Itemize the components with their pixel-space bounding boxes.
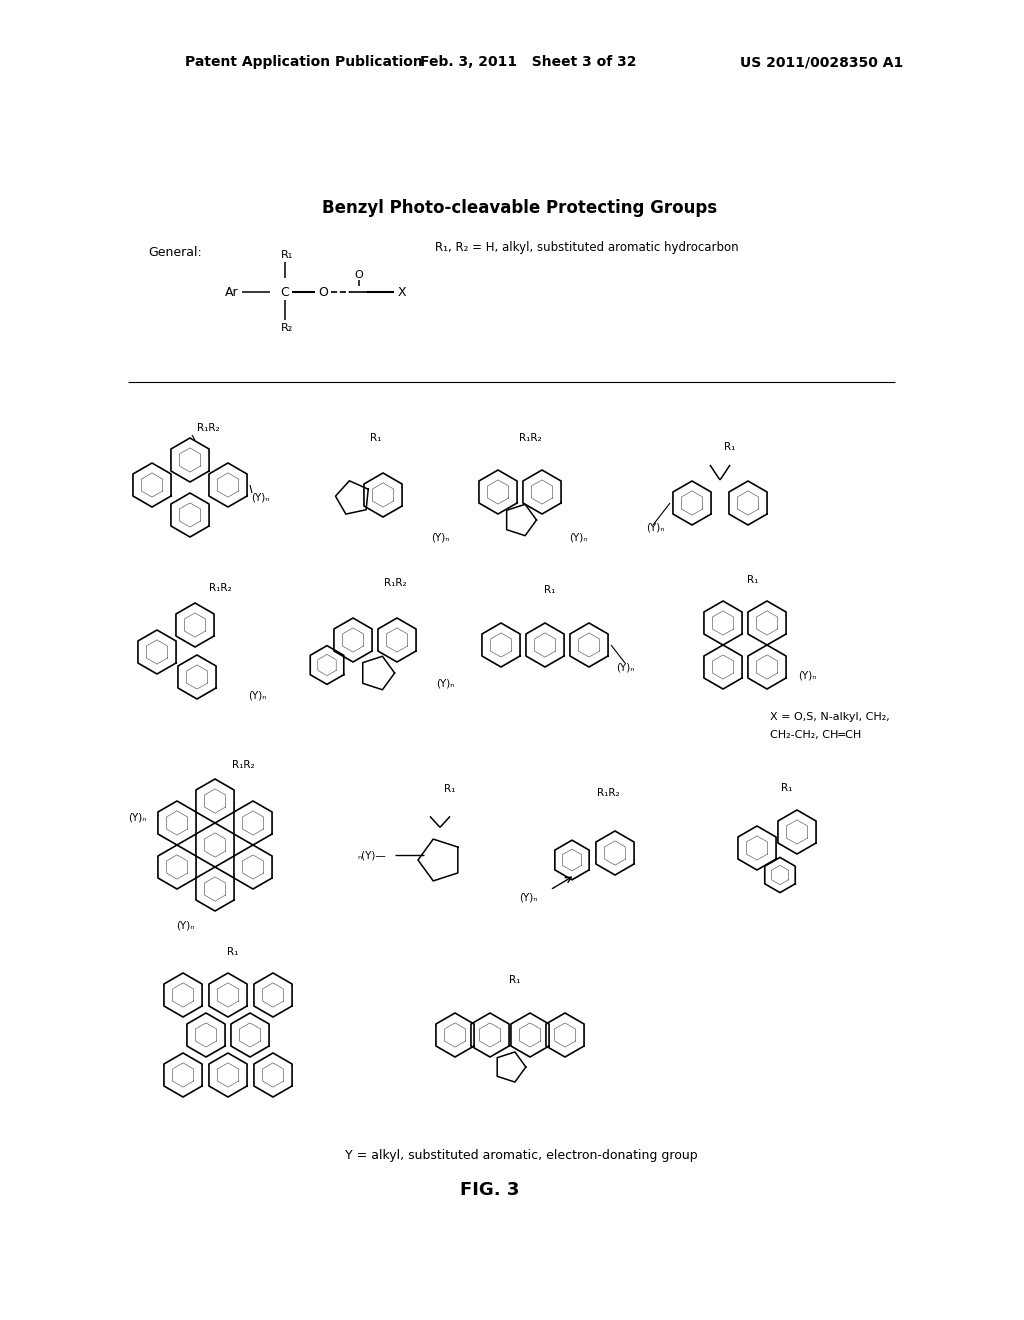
Text: C: C: [281, 285, 290, 298]
Text: (Y)ₙ: (Y)ₙ: [248, 690, 266, 700]
Text: R₁: R₁: [509, 975, 520, 985]
Text: (Y)ₙ: (Y)ₙ: [519, 892, 538, 902]
Text: X = O,S, N-alkyl, CH₂,: X = O,S, N-alkyl, CH₂,: [770, 711, 890, 722]
Text: CH₂-CH₂, CH═CH: CH₂-CH₂, CH═CH: [770, 730, 861, 741]
Text: Patent Application Publication: Patent Application Publication: [185, 55, 423, 69]
Text: R₁R₂: R₁R₂: [597, 788, 620, 799]
Text: Y = alkyl, substituted aromatic, electron-donating group: Y = alkyl, substituted aromatic, electro…: [345, 1148, 697, 1162]
Text: FIG. 3: FIG. 3: [461, 1181, 520, 1199]
Text: R₁: R₁: [781, 783, 793, 793]
Text: (Y)ₙ: (Y)ₙ: [615, 663, 634, 672]
Text: R₁: R₁: [724, 442, 735, 451]
Text: (Y)ₙ: (Y)ₙ: [436, 678, 455, 688]
Text: US 2011/0028350 A1: US 2011/0028350 A1: [740, 55, 903, 69]
Text: O: O: [318, 285, 328, 298]
Text: R₂: R₂: [281, 323, 293, 333]
Text: O: O: [354, 271, 364, 280]
Text: R₁R₂: R₁R₂: [209, 583, 231, 593]
Text: R₁: R₁: [227, 946, 239, 957]
Text: R₁: R₁: [545, 585, 556, 595]
Text: R₁R₂: R₁R₂: [197, 422, 219, 433]
Text: Benzyl Photo-cleavable Protecting Groups: Benzyl Photo-cleavable Protecting Groups: [323, 199, 718, 216]
Text: General:: General:: [148, 246, 202, 259]
Text: (Y)ₙ: (Y)ₙ: [798, 671, 816, 680]
Text: (Y)ₙ: (Y)ₙ: [128, 812, 146, 822]
Text: R₁: R₁: [370, 433, 381, 444]
Text: X: X: [397, 285, 407, 298]
Text: (Y)ₙ: (Y)ₙ: [251, 492, 269, 503]
Text: R₁, R₂ = H, alkyl, substituted aromatic hydrocarbon: R₁, R₂ = H, alkyl, substituted aromatic …: [435, 242, 738, 255]
Text: R₁: R₁: [444, 784, 456, 795]
Text: R₁R₂: R₁R₂: [384, 578, 407, 587]
Text: R₁R₂: R₁R₂: [519, 433, 542, 444]
Text: Feb. 3, 2011   Sheet 3 of 32: Feb. 3, 2011 Sheet 3 of 32: [420, 55, 637, 69]
Text: Ar: Ar: [225, 285, 239, 298]
Text: (Y)ₙ: (Y)ₙ: [176, 920, 195, 931]
Text: ₙ(Y)—: ₙ(Y)—: [357, 850, 386, 861]
Text: (Y)ₙ: (Y)ₙ: [431, 533, 450, 543]
Text: (Y)ₙ: (Y)ₙ: [646, 521, 665, 532]
Text: R₁: R₁: [748, 576, 759, 585]
Text: R₁R₂: R₁R₂: [231, 760, 254, 770]
Text: (Y)ₙ: (Y)ₙ: [568, 533, 587, 543]
Text: R₁: R₁: [281, 249, 293, 260]
